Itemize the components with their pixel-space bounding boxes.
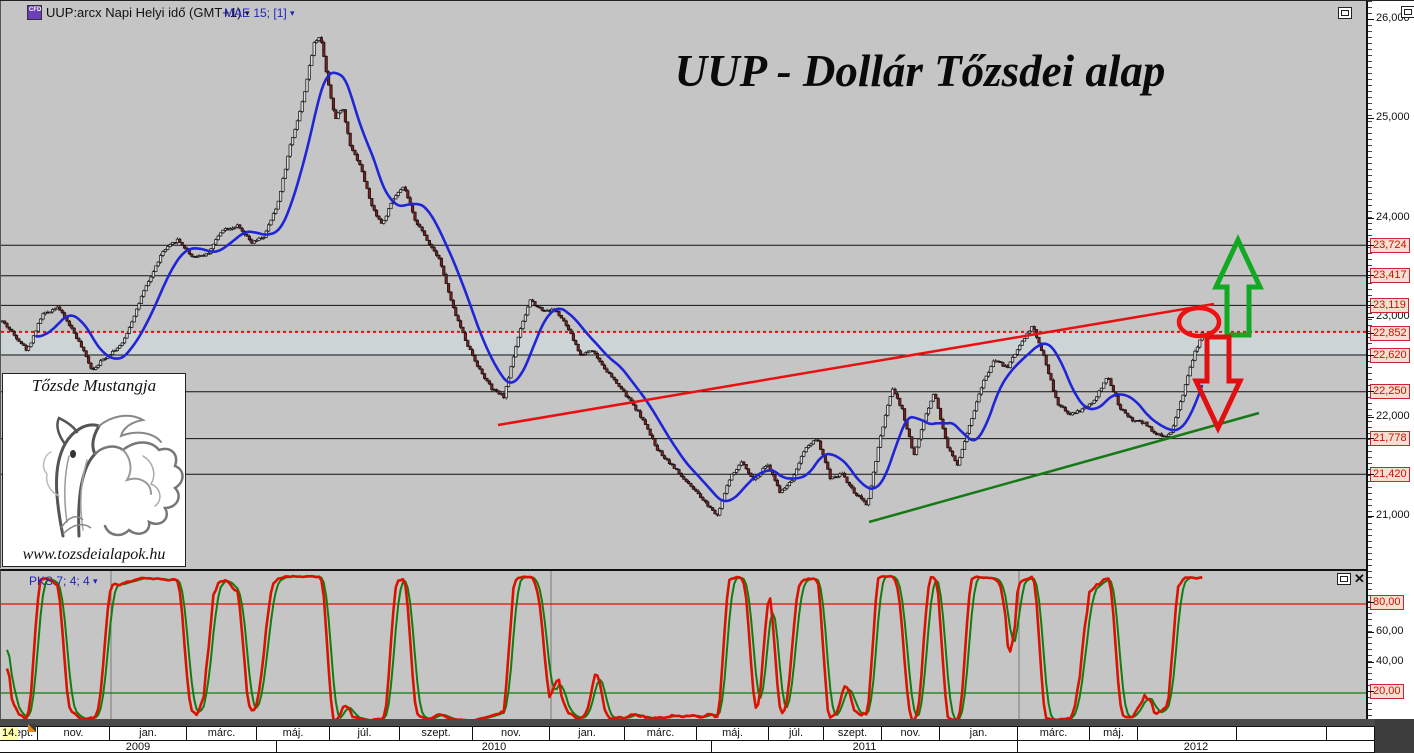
logo-title: Tőzsde Mustangja	[31, 376, 157, 395]
chart-title: UUP - Dollár Tőzsdei alap	[674, 46, 1166, 96]
month-cell: nov.	[882, 727, 940, 740]
alert-price-label[interactable]: 22,250	[1370, 384, 1410, 399]
month-cell: márc.	[625, 727, 697, 740]
axis-tick	[1368, 691, 1374, 692]
axis-tick	[1368, 602, 1374, 603]
axis-tick	[1368, 19, 1374, 20]
month-cell: júl.	[769, 727, 824, 740]
price-tick-label: 24,000	[1376, 211, 1410, 223]
chevron-down-icon: ▾	[245, 8, 250, 18]
price-tick-label: 22,000	[1376, 410, 1410, 422]
axis-tick	[1368, 391, 1374, 392]
ma-indicator-dropdown[interactable]: MAE 15; [1] ▾	[224, 6, 295, 20]
axis-tick	[1368, 474, 1374, 475]
month-cell: máj.	[1090, 727, 1138, 740]
alert-price-label[interactable]: 22,620	[1370, 348, 1410, 363]
month-cell: máj.	[697, 727, 769, 740]
month-cell: szept.	[400, 727, 473, 740]
date-axis-top-strip	[0, 719, 1375, 726]
axis-tick	[1368, 118, 1374, 119]
axis-tick	[1368, 438, 1374, 439]
month-cell	[1327, 727, 1375, 740]
month-cell: szept.	[824, 727, 882, 740]
axis-tick	[1368, 305, 1374, 306]
alert-price-label[interactable]: 23,724	[1370, 238, 1410, 253]
alert-price-label[interactable]: 23,119	[1370, 298, 1409, 313]
first-bar-day-label: 14.	[1, 727, 19, 740]
main-chart-plot[interactable]	[0, 1, 1367, 568]
axis-tick	[1368, 632, 1374, 633]
axis-tick	[1368, 317, 1374, 318]
alert-price-label[interactable]: 21,778	[1370, 431, 1410, 446]
axis-tick	[1368, 333, 1374, 334]
alert-price-label[interactable]: 22,852	[1370, 326, 1410, 341]
month-cell: nov.	[473, 727, 550, 740]
alert-price-label[interactable]: 23,417	[1370, 268, 1410, 283]
axis-tick	[1368, 245, 1374, 246]
month-cell: márc.	[1018, 727, 1090, 740]
window-restore-button[interactable]	[1401, 6, 1414, 18]
price-tick-label: 25,000	[1376, 111, 1410, 123]
month-cell: jan.	[550, 727, 625, 740]
year-cell: 2010	[277, 741, 712, 752]
stochastic-indicator-dropdown[interactable]: PKS 7; 4; 4 ▾	[29, 574, 98, 588]
axis-tick	[1368, 275, 1374, 276]
alert-price-label[interactable]: 20,00	[1370, 684, 1404, 699]
year-row: 2009 2010 2011 2012	[0, 740, 1375, 753]
month-cell: márc.	[187, 727, 257, 740]
month-cell	[1138, 727, 1237, 740]
price-tick-label: 60,00	[1376, 625, 1404, 637]
axis-tick	[1368, 218, 1374, 219]
month-cell: júl.	[330, 727, 400, 740]
alert-price-label[interactable]: 80,00	[1370, 595, 1404, 610]
month-row: szept. nov. jan. márc. máj. júl. szept. nov. jan…	[0, 726, 1375, 740]
axis-tick	[1368, 516, 1374, 517]
maximize-panel-button[interactable]	[1338, 7, 1352, 19]
month-cell	[1237, 727, 1327, 740]
year-cell: 2009	[0, 741, 277, 752]
price-tick-label: 40,00	[1376, 655, 1404, 667]
price-axis[interactable]: 26,000 25,000 24,000 23,000 22,000 21,000 23,7…	[1366, 1, 1414, 719]
instrument-dropdown[interactable]: UUP:arcx Napi Helyi idő (GMT+1) ▾	[46, 5, 250, 20]
year-cell: 2012	[1018, 741, 1375, 752]
stochastic-canvas	[1, 571, 1367, 721]
chevron-down-icon: ▾	[93, 576, 98, 586]
candlestick-chart-canvas	[1, 35, 1367, 524]
axis-tick	[1368, 662, 1374, 663]
date-axis: szept. nov. jan. márc. máj. júl. szept. nov. jan…	[0, 726, 1375, 753]
close-panel-icon[interactable]: ✕	[1354, 571, 1365, 586]
logo-url: www.tozsdeialapok.hu	[22, 546, 166, 563]
alert-price-label[interactable]: 21,420	[1370, 467, 1410, 482]
horse-sketch-image	[42, 414, 184, 538]
bottom-right-corner	[1375, 719, 1414, 753]
chevron-down-icon: ▾	[290, 8, 295, 18]
price-tick-label: 23,000	[1376, 310, 1410, 322]
month-cell: jan.	[110, 727, 187, 740]
year-cell: 2011	[712, 741, 1018, 752]
axis-tick	[1368, 417, 1374, 418]
axis-tick	[1368, 355, 1374, 356]
month-cell: jan.	[940, 727, 1018, 740]
site-logo: Tőzsde Mustangja www.tozsdeialapok.hu	[2, 373, 186, 567]
month-cell: nov.	[38, 727, 110, 740]
instrument-toolbar: CFD UUP:arcx Napi Helyi idő (GMT+1) ▾ MA…	[0, 1, 1366, 732]
month-cell: máj.	[257, 727, 330, 740]
price-tick-label: 21,000	[1376, 509, 1410, 521]
maximize-panel-button[interactable]	[1337, 573, 1351, 585]
instrument-type-icon: CFD	[27, 5, 42, 732]
stochastic-panel[interactable]: PKS 7; 4; 4 ▾ ✕	[0, 569, 1367, 721]
